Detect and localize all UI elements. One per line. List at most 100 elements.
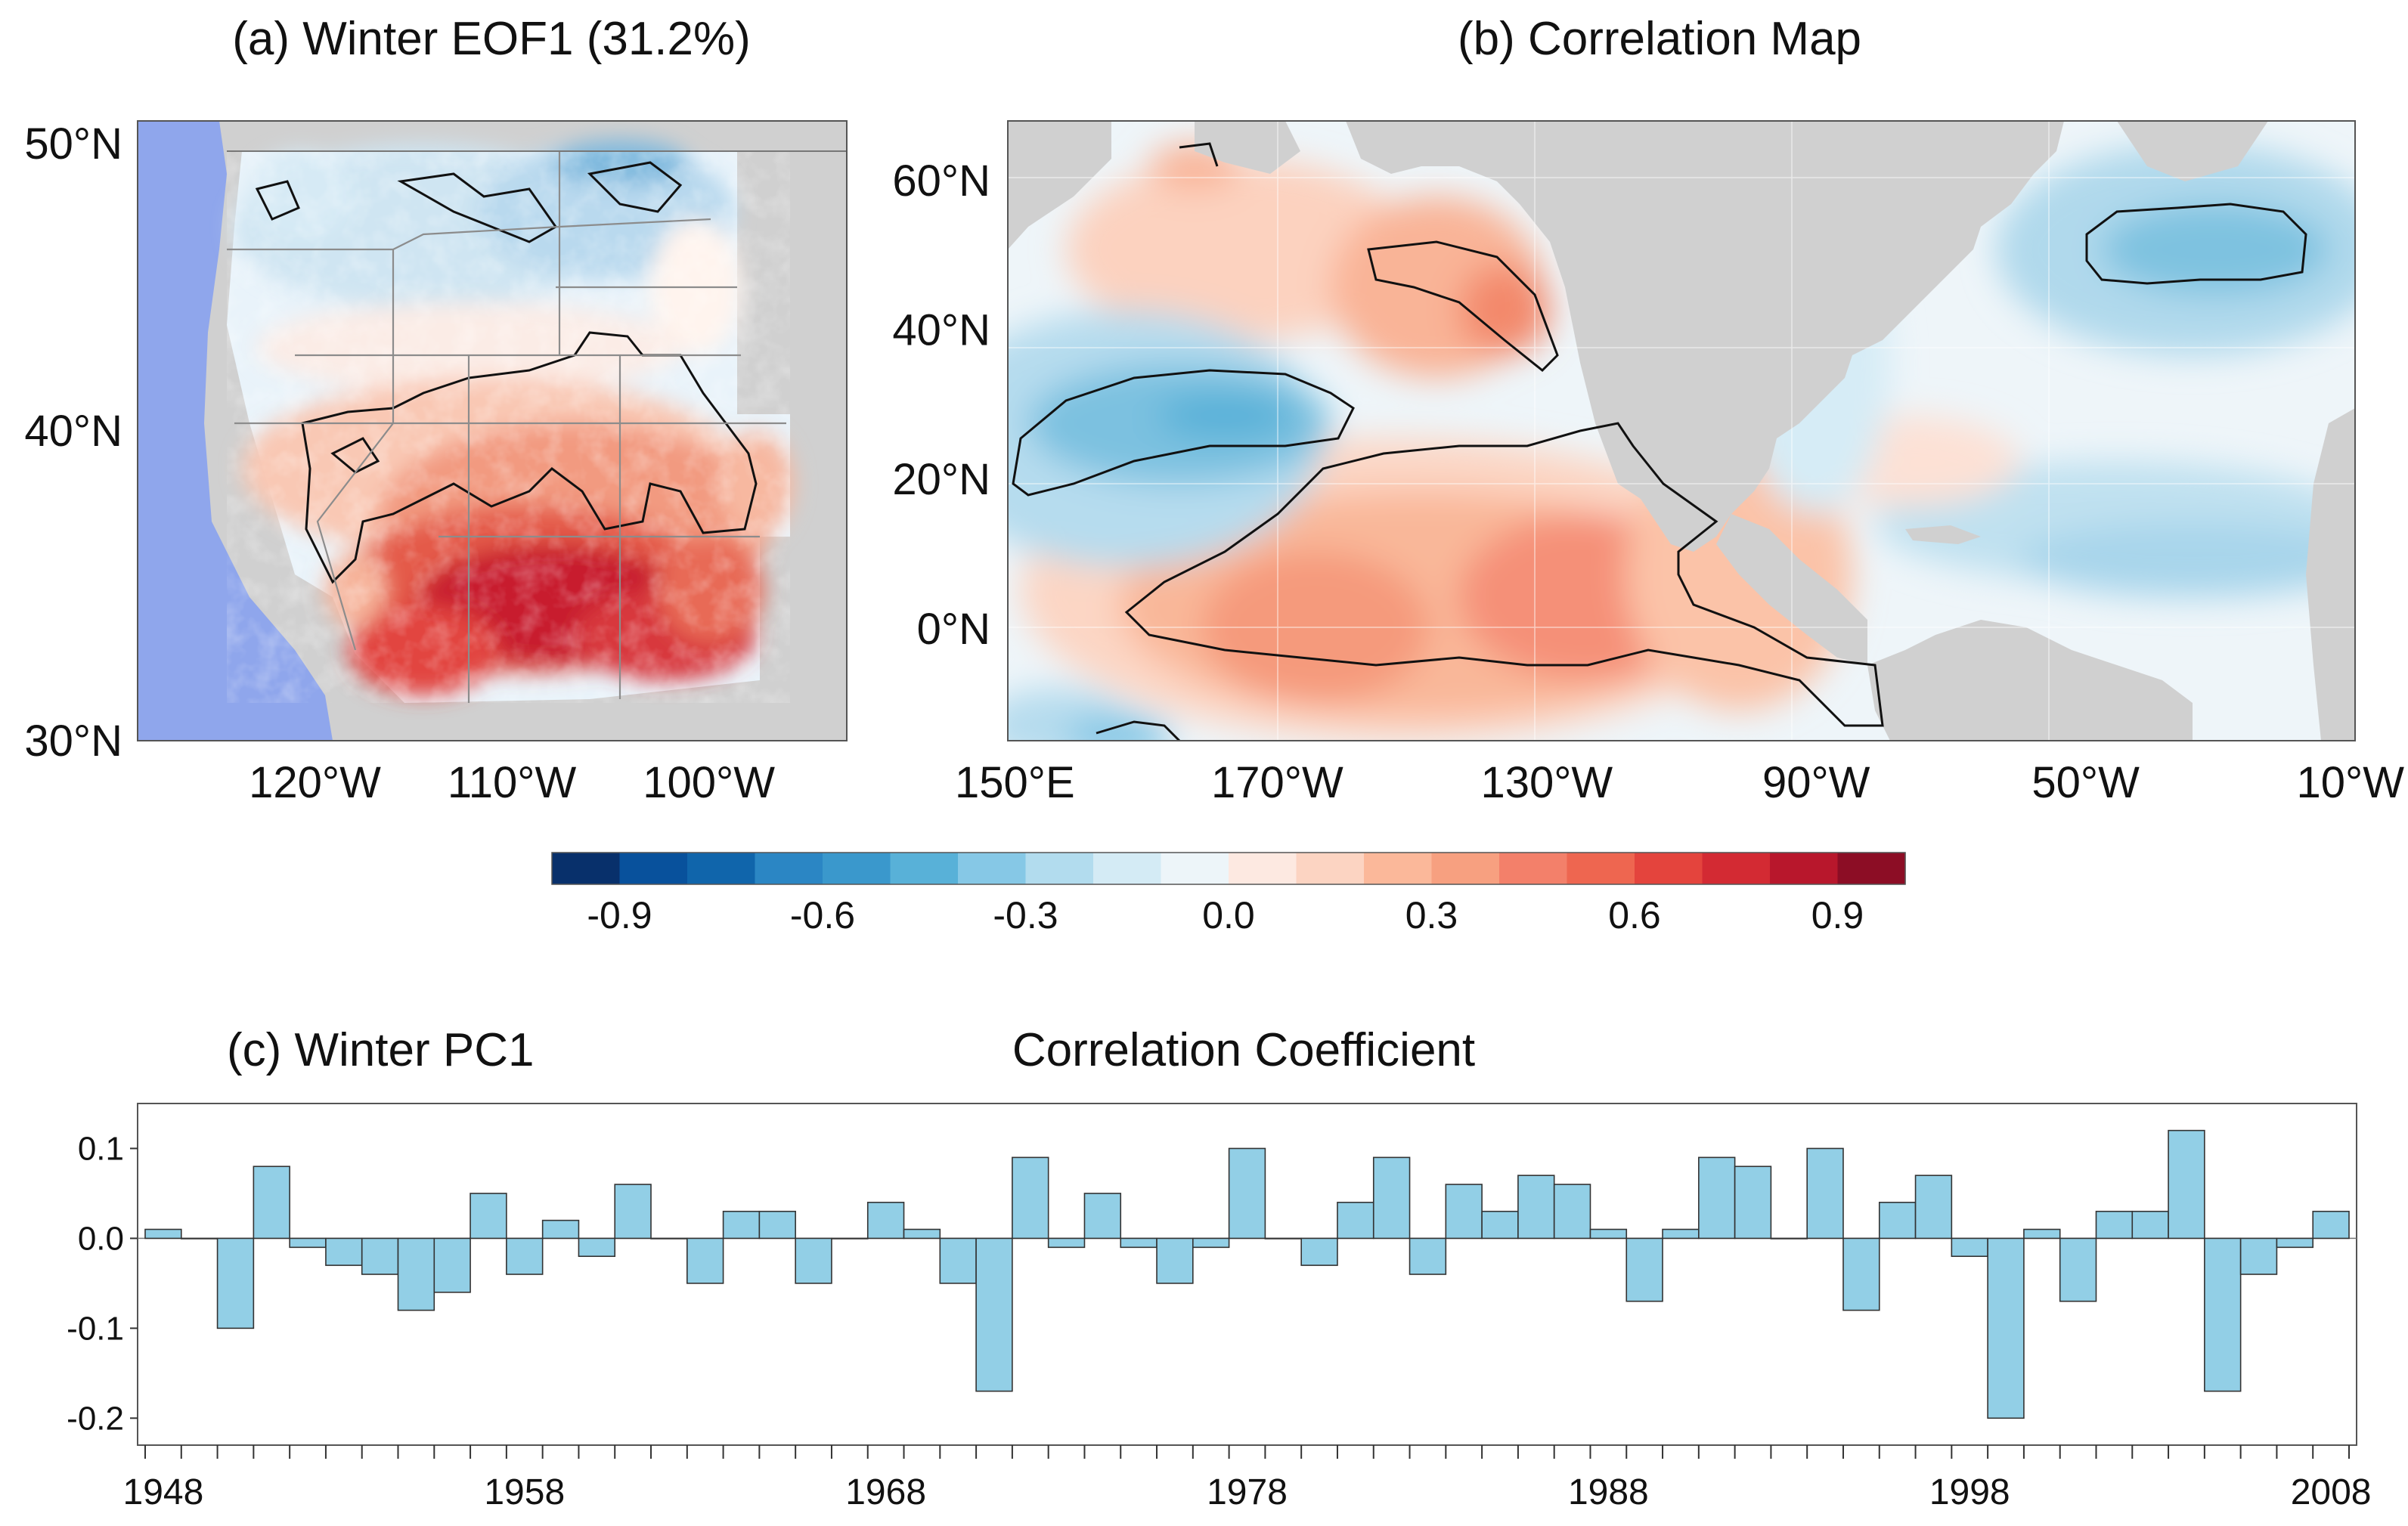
colorbar-tick-label: -0.3 [993,894,1058,936]
y-tick-label: 0.0 [78,1220,124,1257]
panel-b-lat-label: 40°N [892,306,990,355]
colorbar-cell [1567,853,1635,884]
colorbar-cell [1770,853,1839,884]
bar [1120,1237,1158,1249]
bar [1625,1237,1663,1302]
panel-a: (a) Winter EOF1 (31.2%) [24,13,848,807]
colorbar-cell [1229,853,1297,884]
colorbar-cell [755,853,823,884]
panel-b-lat-labels: 60°N 40°N 20°N 0°N [892,156,990,654]
bar [180,1237,218,1240]
colorbar-cell [890,853,959,884]
bar [144,1228,182,1240]
bar [1228,1147,1266,1240]
colorbar: -0.9 -0.6 -0.3 0.0 0.3 0.6 0.9 [551,852,1906,936]
panel-a-eof-field [227,140,794,703]
x-tick-label: 1978 [1207,1472,1288,1512]
colorbar-cell [619,853,688,884]
colorbar-tick-label: 0.0 [1202,894,1255,936]
colorbar-cell [1093,853,1162,884]
panel-c-title: (c) Winter PC1 [227,1024,534,1076]
bar [1589,1228,1628,1240]
panel-b-lon-label: 170°W [1211,758,1343,807]
bar [650,1237,688,1240]
panel-b-lat-label: 60°N [892,156,990,206]
panel-a-pacific-ocean [138,121,333,741]
panel-b-lon-label: 90°W [1762,758,1870,807]
bar [2023,1228,2061,1240]
bar [1047,1237,1086,1249]
bar [686,1237,724,1284]
bar [2312,1210,2350,1240]
bar [470,1193,507,1240]
bar [216,1237,255,1329]
bar [939,1237,977,1284]
panel-a-map [138,121,847,741]
bar [1987,1237,2025,1419]
panel-c-x-axis: 1948 1958 1968 1978 1988 1998 2008 [123,1445,2372,1512]
colorbar-tick-label: -0.6 [790,894,855,936]
panel-b-north-america-land [1346,121,2064,552]
panel-b-map [1008,121,2355,741]
panel-a-state-borders [227,151,786,703]
bar [1662,1228,1700,1240]
bar [2168,1129,2205,1240]
bar [1012,1156,1049,1240]
panel-a-frame [137,120,848,741]
panel-a-lat-label: 40°N [24,407,122,456]
colorbar-tick-label: 0.6 [1608,894,1661,936]
colorbar-tick-label: 0.3 [1405,894,1458,936]
colorbar-cell [958,853,1027,884]
panel-a-lat-label: 50°N [24,119,122,169]
x-tick-label: 2008 [2291,1472,2372,1512]
y-tick-label: -0.1 [67,1310,124,1347]
bar [1192,1237,1230,1249]
panel-a-domain-texture [227,151,790,703]
panel-b-lat-label: 20°N [892,455,990,504]
y-tick-label: 0.1 [78,1130,124,1167]
colorbar-cell [1635,853,1703,884]
panel-a-lat-label: 30°N [24,717,122,766]
panel-a-lon-label: 120°W [249,758,381,807]
bar [253,1165,290,1240]
colorbar-cell [552,853,621,884]
colorbar-labels: -0.9 -0.6 -0.3 0.0 0.3 0.6 0.9 [587,894,1864,936]
bar [1445,1184,1483,1240]
panel-b-graticule [1008,121,2355,741]
colorbar-tick-label: -0.9 [587,894,652,936]
bar [1481,1210,1519,1240]
colorbar-cells [552,853,1906,884]
panel-b-contours [1012,142,2307,741]
bar [1264,1237,1302,1240]
x-tick-label: 1998 [1929,1472,2010,1512]
x-tick-label: 1958 [484,1472,565,1512]
bar [1770,1237,1808,1240]
panel-a-lon-label: 100°W [643,758,775,807]
panel-a-lon-label: 110°W [448,758,577,807]
colorbar-cell [1837,853,1906,884]
colorbar-cell [1364,853,1433,884]
panel-b-title: (b) Correlation Map [1458,13,1861,65]
bar [2204,1237,2242,1392]
bar [1914,1175,1953,1240]
colorbar-cell [687,853,756,884]
panel-b-lon-label: 10°W [2297,758,2405,807]
bar [1698,1156,1736,1240]
panel-b: (b) Correlation Map [892,13,2404,807]
panel-b-asia-land [1008,121,1111,249]
panel-c-bars [138,1129,2357,1419]
x-tick-label: 1948 [123,1472,204,1512]
panel-b-frame [1007,120,2356,741]
colorbar-cell [823,853,891,884]
bar [2131,1210,2169,1240]
panel-c: (c) Winter PC1 Correlation Coefficient 0… [67,1024,2371,1512]
bar [1337,1202,1374,1240]
panel-b-alaska-land [1195,121,1300,174]
panel-b-africa-land [2306,408,2355,741]
panel-b-lon-label: 130°W [1480,758,1613,807]
x-tick-label: 1968 [845,1472,926,1512]
bar [578,1237,616,1258]
bar [795,1237,832,1284]
bar [325,1237,363,1266]
panel-a-lon-labels: 120°W 110°W 100°W [249,758,775,807]
